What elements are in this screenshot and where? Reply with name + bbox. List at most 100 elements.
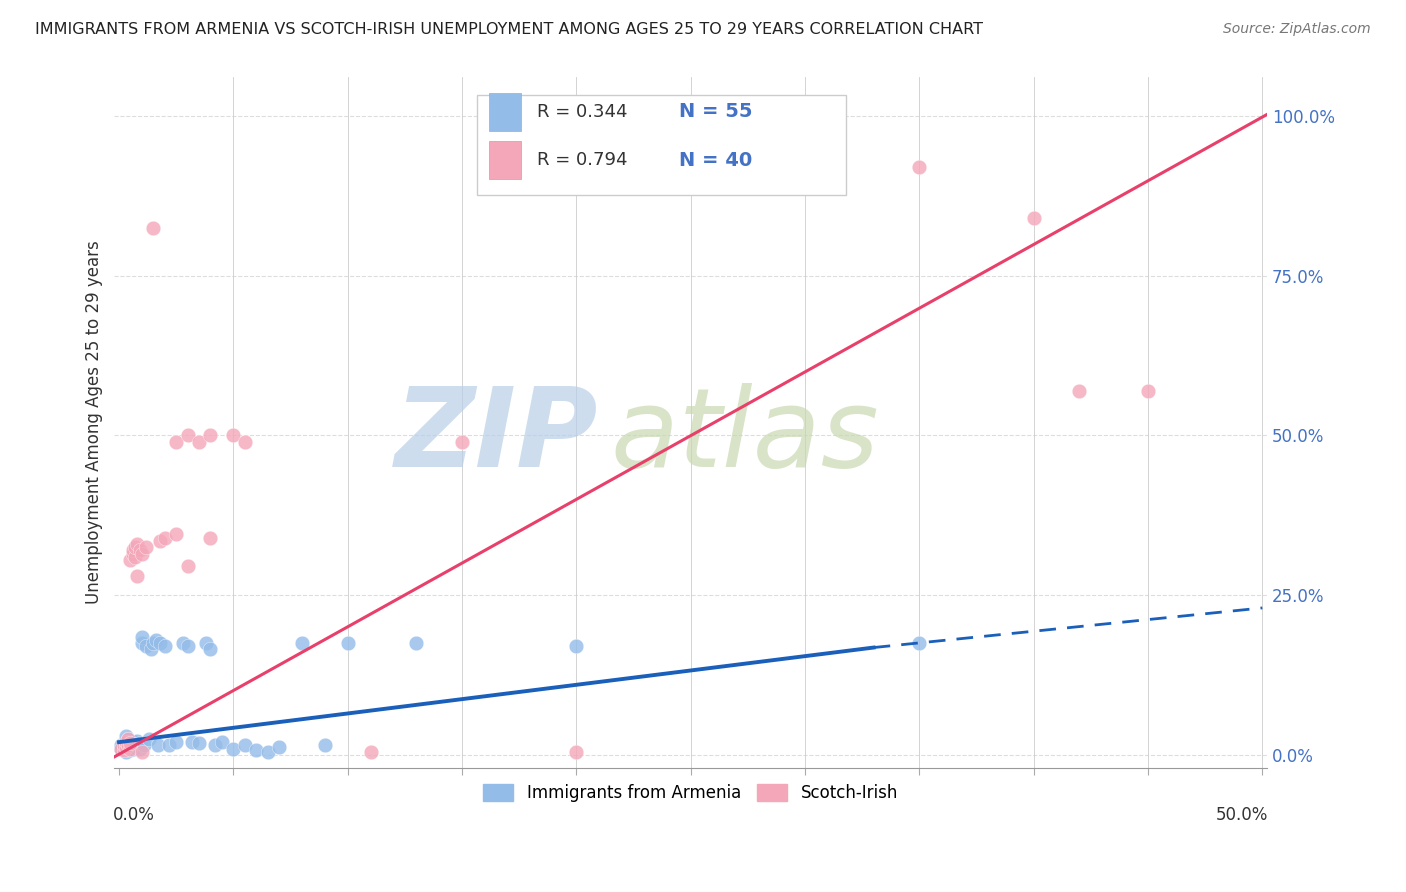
Point: [204, 739, 226, 753]
Point: [115, 745, 138, 759]
Point: [120, 741, 142, 756]
Point: [128, 741, 150, 756]
Point: [165, 735, 187, 749]
Point: [908, 636, 931, 650]
Point: [115, 735, 138, 749]
Point: [115, 741, 138, 756]
Point: [181, 735, 204, 749]
Point: [233, 434, 256, 449]
Point: [112, 743, 135, 757]
Point: [149, 636, 172, 650]
Point: [222, 428, 245, 442]
Point: [120, 736, 142, 750]
Point: [165, 527, 187, 541]
Text: 0.0%: 0.0%: [114, 805, 155, 823]
Text: R = 0.794: R = 0.794: [537, 152, 628, 169]
Point: [124, 740, 146, 755]
Point: [120, 735, 142, 749]
Point: [121, 543, 143, 558]
Point: [124, 735, 146, 749]
Text: ZIP: ZIP: [395, 383, 599, 490]
Point: [115, 740, 138, 755]
Point: [121, 741, 143, 756]
Point: [1069, 384, 1091, 398]
Point: [291, 636, 314, 650]
Point: [256, 745, 278, 759]
Point: [127, 537, 149, 551]
Y-axis label: Unemployment Among Ages 25 to 29 years: Unemployment Among Ages 25 to 29 years: [86, 241, 103, 605]
Text: atlas: atlas: [610, 383, 879, 490]
Point: [117, 739, 139, 753]
Bar: [489, 141, 522, 179]
Point: [267, 740, 290, 755]
Bar: [489, 93, 522, 131]
Point: [188, 434, 211, 449]
Point: [188, 736, 211, 750]
Point: [128, 736, 150, 750]
Point: [451, 434, 474, 449]
Point: [128, 543, 150, 558]
Point: [127, 734, 149, 748]
Point: [172, 636, 194, 650]
Point: [112, 739, 135, 753]
Point: [165, 434, 187, 449]
Text: IMMIGRANTS FROM ARMENIA VS SCOTCH-IRISH UNEMPLOYMENT AMONG AGES 25 TO 29 YEARS C: IMMIGRANTS FROM ARMENIA VS SCOTCH-IRISH …: [35, 22, 983, 37]
Point: [314, 739, 336, 753]
Point: [565, 745, 588, 759]
Point: [336, 636, 359, 650]
Point: [117, 736, 139, 750]
Point: [124, 540, 146, 554]
Point: [115, 729, 138, 743]
Point: [117, 731, 139, 746]
Point: [1022, 211, 1045, 225]
Point: [908, 160, 931, 174]
Text: R = 0.344: R = 0.344: [537, 103, 628, 121]
Point: [360, 745, 382, 759]
Text: N = 40: N = 40: [679, 151, 752, 169]
Point: [200, 428, 222, 442]
Point: [157, 739, 180, 753]
Point: [112, 743, 135, 757]
Point: [200, 642, 222, 657]
Legend: Immigrants from Armenia, Scotch-Irish: Immigrants from Armenia, Scotch-Irish: [477, 778, 905, 809]
Point: [110, 739, 132, 753]
Point: [233, 739, 256, 753]
Point: [200, 531, 222, 545]
Point: [131, 547, 153, 561]
Point: [131, 630, 153, 644]
Point: [794, 121, 817, 136]
Point: [405, 636, 427, 650]
Point: [131, 745, 153, 759]
Point: [565, 640, 588, 654]
Point: [127, 569, 149, 583]
Point: [142, 220, 165, 235]
Point: [1136, 384, 1159, 398]
Point: [121, 736, 143, 750]
Point: [145, 632, 167, 647]
Point: [176, 559, 198, 574]
Text: N = 55: N = 55: [679, 103, 752, 121]
Point: [153, 531, 176, 545]
Point: [138, 731, 160, 746]
Point: [127, 739, 149, 753]
Point: [117, 731, 139, 746]
Point: [176, 640, 198, 654]
Point: [115, 734, 138, 748]
Point: [134, 739, 156, 753]
Point: [117, 740, 139, 755]
Point: [194, 636, 217, 650]
Point: [120, 553, 142, 567]
Point: [124, 549, 146, 564]
Point: [211, 735, 233, 749]
FancyBboxPatch shape: [478, 95, 846, 194]
Point: [110, 741, 132, 756]
Point: [176, 428, 198, 442]
Point: [146, 739, 169, 753]
Point: [120, 739, 142, 753]
Point: [222, 741, 245, 756]
Point: [139, 642, 162, 657]
Point: [135, 640, 157, 654]
Point: [245, 743, 267, 757]
Point: [149, 533, 172, 548]
Point: [112, 740, 135, 755]
